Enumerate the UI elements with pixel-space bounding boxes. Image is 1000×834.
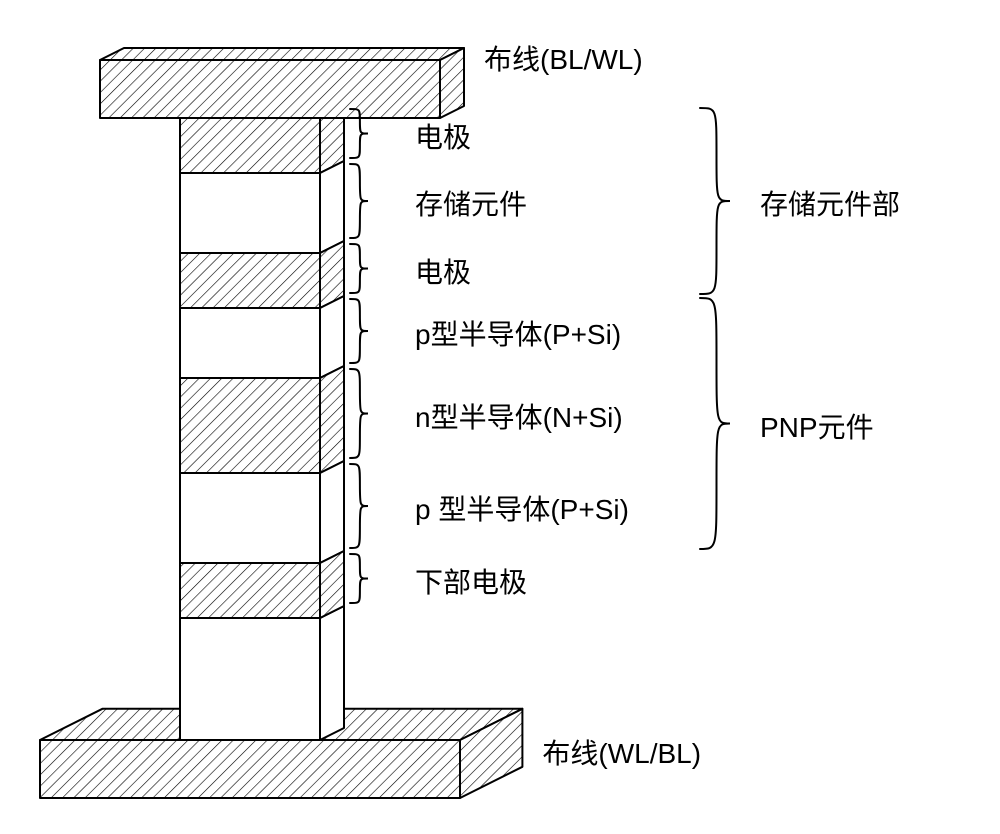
label-p-top: p型半导体(P+Si): [415, 313, 621, 353]
bottom-wire-front: [40, 740, 460, 798]
label-lower-electrode: 下部电极: [415, 561, 527, 601]
layer-n_mid-front: [180, 378, 320, 473]
pillar-base-front: [180, 618, 320, 740]
label-electrode-mid: 电极: [415, 251, 471, 291]
top-wire-bar-top: [100, 48, 464, 60]
layer-electrode_top-front: [180, 118, 320, 173]
pillar-base: [180, 606, 344, 740]
layer-lower_electrode-front: [180, 563, 320, 618]
diagram-canvas: 布线(BL/WL) 电极 存储元件 电极 p型半导体(P+Si) n型半导体(N…: [0, 0, 1000, 834]
layer-p_bot: [180, 461, 344, 563]
label-p-bot: p 型半导体(P+Si): [415, 488, 629, 528]
top-wire-bar-side: [440, 48, 464, 118]
layer-storage_element-side: [320, 161, 344, 253]
layer-p_top: [180, 296, 344, 378]
brace-electrode_mid: [350, 244, 368, 293]
pillar-base-side: [320, 606, 344, 740]
layer-electrode_mid-front: [180, 253, 320, 308]
layer-p_top-side: [320, 296, 344, 378]
label-electrode-top: 电极: [415, 116, 471, 156]
layer-lower_electrode-side: [320, 551, 344, 618]
layer-n_mid-side: [320, 366, 344, 473]
layer-p_bot-side: [320, 461, 344, 563]
brace-n_mid: [350, 369, 368, 458]
brace-group-storage: [700, 108, 730, 294]
label-storage-element: 存储元件: [415, 183, 527, 223]
label-top-wire: 布线(BL/WL): [484, 38, 643, 78]
layer-p_top-front: [180, 308, 320, 378]
layer-p_bot-front: [180, 473, 320, 563]
brace-p_top: [350, 299, 368, 363]
brace-p_bot: [350, 464, 368, 548]
brace-storage_element: [350, 164, 368, 238]
layer-storage_element: [180, 161, 344, 253]
layer-storage_element-front: [180, 173, 320, 253]
label-group-storage: 存储元件部: [760, 183, 900, 223]
top-wire-bar-front: [100, 60, 440, 118]
brace-lower_electrode: [350, 554, 368, 603]
label-group-pnp: PNP元件: [760, 406, 874, 446]
label-n-mid: n型半导体(N+Si): [415, 396, 623, 436]
brace-group-pnp: [700, 298, 730, 549]
top-wire-bar: [100, 48, 464, 118]
label-bottom-wire: 布线(WL/BL): [542, 732, 701, 772]
layer-n_mid: [180, 366, 344, 473]
